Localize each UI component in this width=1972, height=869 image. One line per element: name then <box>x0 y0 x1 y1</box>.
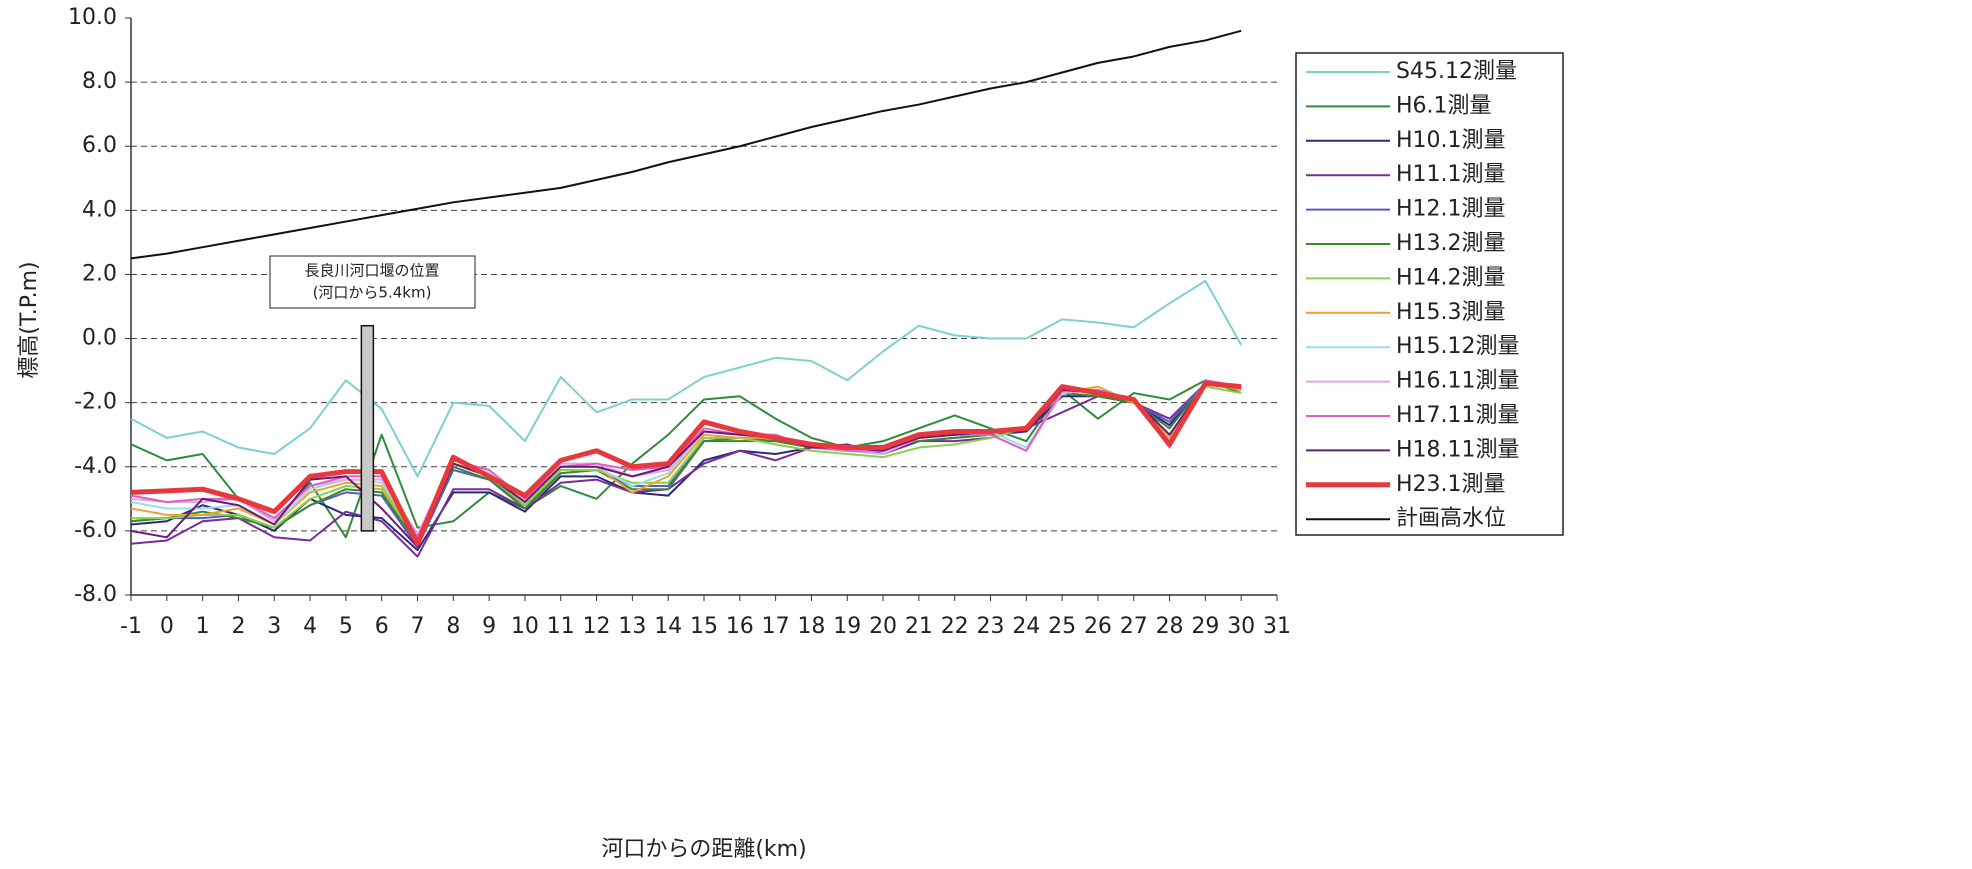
legend-label: 計画高水位 <box>1396 506 1506 531</box>
x-tick-label: 22 <box>941 614 969 639</box>
legend-box <box>1295 52 1564 536</box>
x-tick-label: 12 <box>583 614 611 639</box>
annotation-text: (河口から5.4km) <box>313 284 432 302</box>
y-tick-label: -8.0 <box>74 582 117 607</box>
legend-label: H17.11測量 <box>1396 403 1520 428</box>
legend-label: S45.12測量 <box>1396 59 1517 84</box>
x-tick-label: 4 <box>303 614 317 639</box>
x-tick-label: 31 <box>1263 614 1291 639</box>
y-tick-label: 10.0 <box>68 5 117 30</box>
x-tick-label: 26 <box>1084 614 1112 639</box>
x-tick-label: 11 <box>547 614 575 639</box>
x-tick-label: 29 <box>1191 614 1219 639</box>
x-tick-label: 7 <box>411 614 425 639</box>
series-line <box>130 380 1242 547</box>
annotation-text: 長良川河口堰の位置 <box>304 262 439 280</box>
x-tick-label: 18 <box>797 614 825 639</box>
legend-label: H23.1測量 <box>1396 472 1506 497</box>
legend-label: H10.1測量 <box>1396 128 1506 153</box>
x-tick-label: 17 <box>762 614 790 639</box>
x-tick-label: 24 <box>1012 614 1040 639</box>
y-tick-label: 4.0 <box>82 197 117 222</box>
x-tick-label: 6 <box>375 614 389 639</box>
x-tick-label: 16 <box>726 614 754 639</box>
legend-label: H13.2測量 <box>1396 231 1506 256</box>
annotation-marker <box>360 324 375 532</box>
x-tick-label: 9 <box>482 614 496 639</box>
x-tick-label: 10 <box>511 614 539 639</box>
y-axis-label: 標高(T.P.m) <box>17 261 42 378</box>
series-line <box>130 382 1242 558</box>
y-tick-label: -6.0 <box>74 518 117 543</box>
x-tick-label: 28 <box>1156 614 1184 639</box>
legend-label: H16.11測量 <box>1396 369 1520 394</box>
y-tick-label: 6.0 <box>82 133 117 158</box>
x-tick-label: 27 <box>1120 614 1148 639</box>
y-tick-label: 8.0 <box>82 69 117 94</box>
x-tick-label: 1 <box>196 614 210 639</box>
x-tick-label: 2 <box>231 614 245 639</box>
legend-label: H18.11測量 <box>1396 437 1520 462</box>
x-tick-label: 0 <box>160 614 174 639</box>
y-tick-label: 0.0 <box>82 326 117 351</box>
legend-label: H14.2測量 <box>1396 265 1506 290</box>
legend-label: H15.12測量 <box>1396 334 1520 359</box>
x-tick-label: 30 <box>1227 614 1255 639</box>
x-tick-label: 25 <box>1048 614 1076 639</box>
y-tick-label: -4.0 <box>74 454 117 479</box>
legend-label: H11.1測量 <box>1396 162 1506 187</box>
x-tick-label: -1 <box>120 614 142 639</box>
x-tick-label: 3 <box>267 614 281 639</box>
annotation-box <box>269 255 476 309</box>
y-tick-label: -2.0 <box>74 390 117 415</box>
x-tick-label: 15 <box>690 614 718 639</box>
x-tick-label: 13 <box>618 614 646 639</box>
x-tick-label: 14 <box>654 614 682 639</box>
x-tick-label: 21 <box>905 614 933 639</box>
x-tick-label: 20 <box>869 614 897 639</box>
series-line <box>130 279 1243 478</box>
legend-label: H15.3測量 <box>1396 300 1506 325</box>
x-tick-label: 19 <box>833 614 861 639</box>
legend-label: H12.1測量 <box>1396 197 1506 222</box>
x-axis-label: 河口からの距離(km) <box>601 837 806 862</box>
x-tick-label: 5 <box>339 614 353 639</box>
x-tick-label: 8 <box>446 614 460 639</box>
legend-label: H6.1測量 <box>1396 93 1492 118</box>
series-line <box>130 379 1242 539</box>
x-tick-label: 23 <box>977 614 1005 639</box>
y-tick-label: 2.0 <box>82 261 117 286</box>
series-line <box>130 29 1242 260</box>
